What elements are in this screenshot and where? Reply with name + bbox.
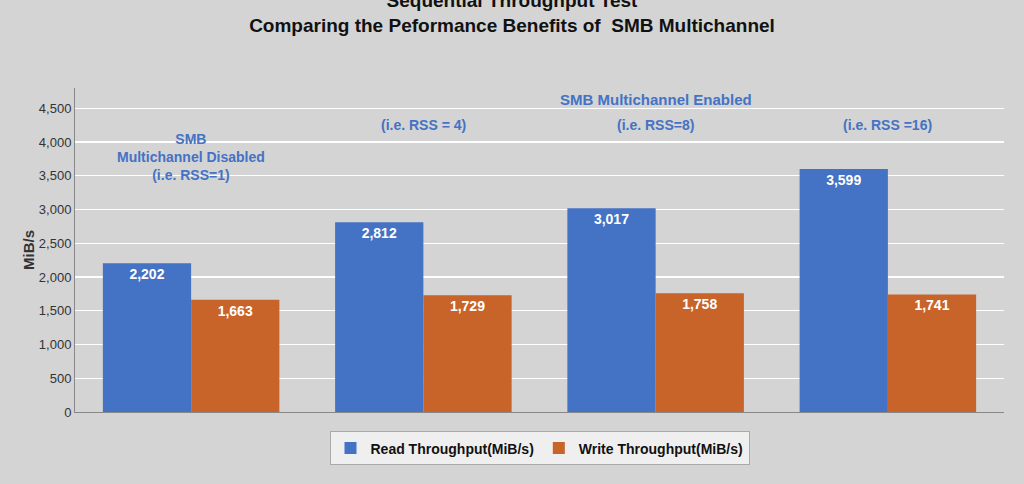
svg-text:1,729: 1,729 — [450, 298, 485, 314]
svg-text:MiB/s: MiB/s — [20, 230, 37, 270]
svg-text:SMBMultichannel Disabled(i.e.: SMBMultichannel Disabled(i.e. RSS=1) — [117, 131, 265, 183]
svg-text:2,202: 2,202 — [129, 266, 164, 282]
svg-text:4,000: 4,000 — [39, 135, 72, 150]
svg-text:1,758: 1,758 — [682, 296, 717, 312]
svg-text:2,500: 2,500 — [39, 236, 72, 251]
svg-text:2,000: 2,000 — [39, 270, 72, 285]
svg-text:Read Throughput(MiB/s): Read Throughput(MiB/s) — [371, 441, 534, 457]
svg-text:1,663: 1,663 — [218, 303, 253, 319]
svg-text:(i.e. RSS=8): (i.e. RSS=8) — [617, 117, 694, 133]
svg-text:1,741: 1,741 — [914, 297, 949, 313]
svg-text:SMB Multichannel Enabled: SMB Multichannel Enabled — [560, 91, 752, 108]
svg-text:1,000: 1,000 — [39, 337, 72, 352]
svg-text:3,000: 3,000 — [39, 202, 72, 217]
svg-text:1,500: 1,500 — [39, 303, 72, 318]
svg-text:4,500: 4,500 — [39, 101, 72, 116]
svg-text:2,812: 2,812 — [362, 225, 397, 241]
svg-text:Write Throughput(MiB/s): Write Throughput(MiB/s) — [579, 441, 743, 457]
svg-text:3,599: 3,599 — [826, 172, 861, 188]
svg-text:500: 500 — [50, 371, 72, 386]
svg-text:Sequential Throughput TestComp: Sequential Throughput TestComparing the … — [249, 0, 775, 36]
svg-text:0: 0 — [64, 405, 71, 420]
svg-text:(i.e. RSS = 4): (i.e. RSS = 4) — [381, 117, 466, 133]
svg-text:(i.e. RSS =16): (i.e. RSS =16) — [843, 117, 932, 133]
svg-text:3,017: 3,017 — [594, 211, 629, 227]
svg-text:3,500: 3,500 — [39, 168, 72, 183]
